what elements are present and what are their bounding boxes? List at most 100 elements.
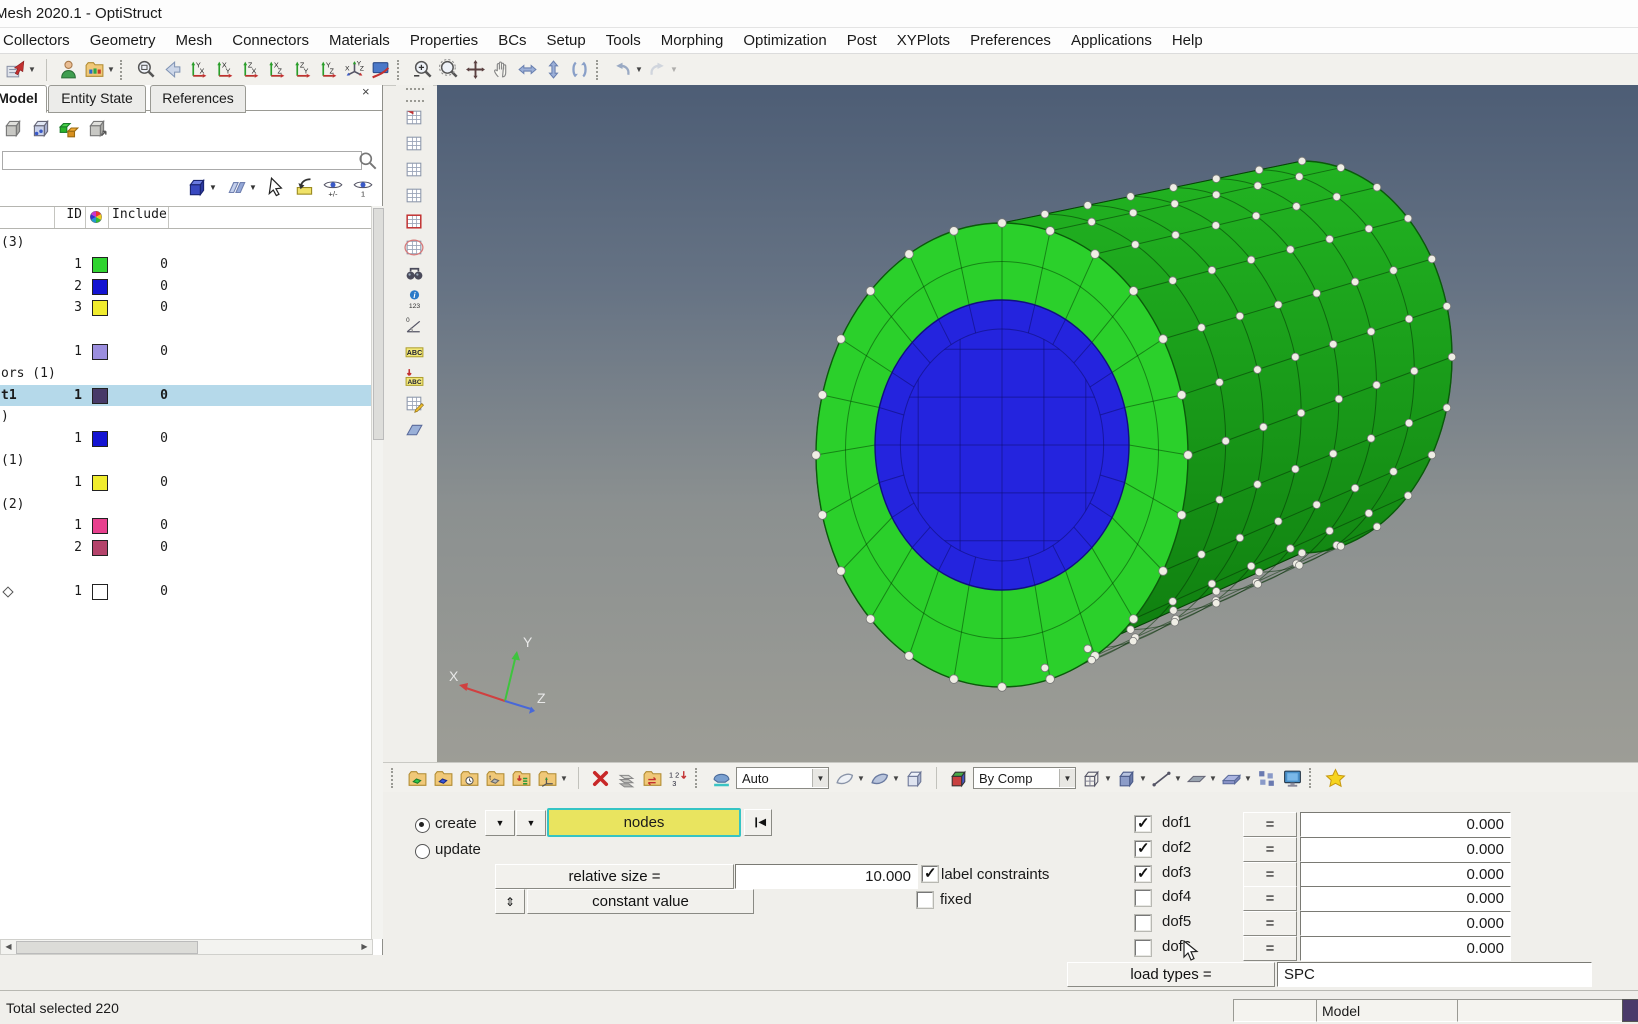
color-swatch[interactable] xyxy=(92,344,108,360)
tree-category[interactable] xyxy=(0,319,371,340)
dynamic-rotate-v-icon[interactable] xyxy=(540,57,566,83)
folder-import-icon[interactable] xyxy=(508,765,534,791)
idle-import-icon[interactable] xyxy=(294,175,316,199)
menu-item-setup[interactable]: Setup xyxy=(546,32,586,49)
organize-folder-icon[interactable] xyxy=(639,765,665,791)
dof3-value-field[interactable]: 0.000 xyxy=(1300,861,1511,887)
display-model-icon[interactable] xyxy=(2,117,26,141)
graphics-viewport[interactable]: X Y Z xyxy=(437,85,1638,762)
scroll-left-icon[interactable]: ◀ xyxy=(5,942,12,951)
fixed-checkbox[interactable] xyxy=(916,891,934,909)
element-shade-icon-dropdown[interactable]: ▼ xyxy=(892,773,900,783)
toolbar-grip[interactable] xyxy=(405,88,424,102)
dof4-label[interactable]: dof4 xyxy=(1162,888,1192,906)
systems-icon[interactable] xyxy=(534,765,560,791)
tab-model[interactable]: Model xyxy=(0,85,47,113)
dynamic-rotate-h-icon[interactable] xyxy=(514,57,540,83)
load-types-field[interactable]: SPC xyxy=(1277,962,1592,987)
section-plane-icon[interactable] xyxy=(402,416,428,442)
value-toggle-button[interactable]: ⇕ xyxy=(495,889,525,914)
dof1-value-field[interactable]: 0.000 xyxy=(1300,812,1511,837)
dof5-equals-button[interactable]: = xyxy=(1243,911,1297,937)
redo-view-icon[interactable] xyxy=(644,57,670,83)
mesh-style-select[interactable]: By Comp ▼ xyxy=(973,767,1076,789)
dof5-label[interactable]: dof5 xyxy=(1162,913,1192,931)
delete-icon[interactable] xyxy=(587,765,613,791)
utility-grid-circle-icon[interactable] xyxy=(402,234,428,260)
dof1-equals-button[interactable]: = xyxy=(1243,812,1297,837)
entity-cube-icon[interactable]: ▼ xyxy=(186,175,217,199)
dynamic-spin-icon[interactable] xyxy=(566,57,592,83)
menu-item-preferences[interactable]: Preferences xyxy=(970,32,1051,49)
dof6-value-field[interactable]: 0.000 xyxy=(1300,936,1511,961)
geometry-shade-icon[interactable] xyxy=(831,765,857,791)
column-id[interactable]: ID xyxy=(66,207,82,222)
label-abc-icon[interactable]: ABC xyxy=(402,338,428,364)
tree-row[interactable]: t1 1 0 xyxy=(0,384,371,406)
open-model-icon-dropdown[interactable]: ▼ xyxy=(28,65,36,74)
1d-elements-icon-dropdown[interactable]: ▼ xyxy=(1174,773,1182,783)
folder-translate-icon[interactable]: t xyxy=(482,765,508,791)
column-include[interactable]: Include xyxy=(112,207,167,222)
relative-size-button[interactable]: relative size = xyxy=(495,864,734,889)
dof3-checkbox[interactable] xyxy=(1134,864,1152,883)
dof4-value-field[interactable]: 0.000 xyxy=(1300,886,1511,912)
2d-elements-icon[interactable] xyxy=(1183,765,1209,791)
color-swatch[interactable] xyxy=(92,387,108,404)
menu-item-collectors[interactable]: Collectors xyxy=(3,32,70,49)
reset-button[interactable]: ❙◀ xyxy=(744,809,772,836)
utility-grid-red-icon[interactable] xyxy=(402,208,428,234)
tree-category[interactable]: (1) xyxy=(0,450,371,471)
user-profile-icon[interactable] xyxy=(55,57,81,83)
entity-cube-icon-dropdown[interactable]: ▼ xyxy=(209,182,217,192)
utility-grid-icon-1[interactable] xyxy=(402,130,428,156)
dof6-equals-button[interactable]: = xyxy=(1243,936,1297,961)
fit-view-icon[interactable] xyxy=(133,57,159,83)
tree-vscrollbar[interactable] xyxy=(371,206,384,939)
menu-item-materials[interactable]: Materials xyxy=(328,32,390,49)
wireframe-elements-icon-dropdown[interactable]: ▼ xyxy=(1104,773,1112,783)
relative-size-field[interactable]: 10.000 xyxy=(735,864,918,889)
redo-view-icon-dropdown[interactable]: ▼ xyxy=(670,65,678,74)
constant-value-button[interactable]: constant value xyxy=(527,889,754,914)
color-wheel-icon[interactable] xyxy=(89,210,103,228)
color-swatch[interactable] xyxy=(92,518,108,535)
circle-zoom-icon[interactable] xyxy=(436,57,462,83)
dof3-equals-button[interactable]: = xyxy=(1243,861,1297,887)
chevron-down-icon[interactable]: ▼ xyxy=(1059,769,1075,787)
tree-category[interactable] xyxy=(0,559,371,580)
display-planes-icon-dropdown[interactable]: ▼ xyxy=(249,182,257,192)
isolate-eye-icon[interactable]: 1 xyxy=(352,175,374,199)
visualization-cube-icon[interactable] xyxy=(901,765,927,791)
menu-item-properties[interactable]: Properties xyxy=(409,32,479,49)
color-mode-select[interactable]: Auto ▼ xyxy=(736,767,829,789)
dof6-checkbox[interactable] xyxy=(1134,939,1152,957)
dof1-label[interactable]: dof1 xyxy=(1162,814,1192,831)
tab-references[interactable]: References xyxy=(150,85,246,113)
color-by-icon[interactable] xyxy=(708,765,734,791)
previous-view-icon[interactable] xyxy=(159,57,185,83)
systems-icon-dropdown[interactable]: ▼ xyxy=(560,773,568,783)
display-assembly-icon[interactable] xyxy=(30,117,54,141)
label-constraints-label[interactable]: label constraints xyxy=(941,866,1050,883)
dof3-label[interactable]: dof3 xyxy=(1162,863,1192,881)
favorites-icon[interactable] xyxy=(1322,765,1348,791)
menu-item-bcs[interactable]: BCs xyxy=(498,32,527,49)
open-folder-icon-dropdown[interactable]: ▼ xyxy=(107,65,115,74)
folder-green-cube-icon[interactable] xyxy=(404,765,430,791)
dof6-label[interactable]: dof6 xyxy=(1162,938,1192,955)
label-abc-import-icon[interactable]: ABC xyxy=(402,364,428,390)
find-binoculars-icon[interactable] xyxy=(402,260,428,286)
color-swatch[interactable] xyxy=(92,278,108,295)
menu-item-applications[interactable]: Applications xyxy=(1070,32,1152,49)
3d-elements-icon-dropdown[interactable]: ▼ xyxy=(1244,773,1252,783)
undo-view-icon[interactable] xyxy=(609,57,635,83)
